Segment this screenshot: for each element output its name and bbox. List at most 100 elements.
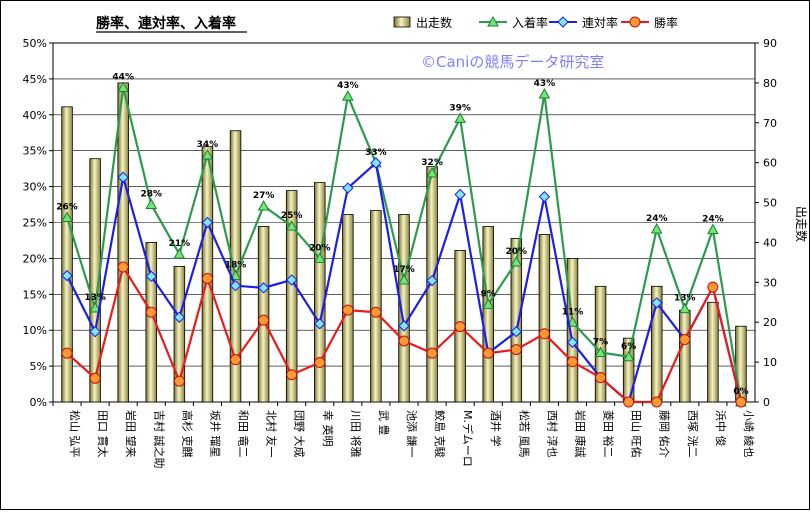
- diamond-marker: [398, 320, 410, 332]
- triangle-marker: [61, 211, 73, 222]
- triangle-marker: [89, 301, 101, 313]
- legend-label: 連対率: [582, 15, 618, 30]
- bar-2: [89, 158, 101, 403]
- bar-10: [314, 182, 326, 403]
- y-left-tick-label: 10%: [23, 324, 47, 337]
- x-tick-label: 池添 謙一: [405, 410, 419, 458]
- legend-circle: [629, 16, 641, 28]
- y-left-tick-label: 15%: [23, 288, 47, 301]
- bar-20: [594, 285, 607, 403]
- bar-16: [482, 226, 494, 403]
- circle-marker: [623, 396, 635, 408]
- diamond-marker: [173, 311, 186, 323]
- circle-marker: [117, 261, 129, 273]
- bar-7: [229, 130, 242, 403]
- circle-marker: [145, 306, 157, 318]
- data-label-13: 17%: [393, 265, 415, 275]
- y-right-axis-label: 出走数: [794, 206, 809, 242]
- circle-marker: [426, 347, 438, 359]
- data-labels: 26% 13% 44% 28% 21% 34% 18% 27% 25% 20% 43% 33% 17% 3…: [56, 73, 748, 397]
- triangle-marker: [313, 252, 326, 263]
- circle-marker: [595, 372, 607, 384]
- data-label-1: 26%: [56, 202, 78, 212]
- circle-marker: [201, 273, 213, 285]
- bar-13: [398, 214, 410, 403]
- data-label-15: 39%: [449, 103, 471, 113]
- triangle-marker: [538, 87, 551, 99]
- data-label-2: 13%: [84, 293, 106, 303]
- x-tick-label: 武 豊: [377, 410, 390, 436]
- bar-8: [257, 226, 270, 403]
- circle-marker: [707, 281, 719, 293]
- triangle-marker: [482, 298, 495, 309]
- triangle-marker: [707, 223, 719, 235]
- axes: 0% 5% 10% 15% 20% 25% 30% 35% 40% 45% 50% 0 10 20 30 40…: [23, 37, 777, 469]
- circle-marker: [538, 328, 550, 340]
- diamond-marker: [145, 270, 157, 283]
- circle-marker: [258, 314, 270, 326]
- legend-label: 出走数: [416, 15, 452, 30]
- triangle-marker: [341, 90, 354, 101]
- x-tick-label: 菱田 裕二: [602, 410, 615, 458]
- x-tick-label: 松山 弘平: [68, 410, 82, 458]
- y-left-tick-label: 50%: [23, 37, 47, 50]
- circle-marker: [173, 375, 185, 387]
- x-tick-label: M.デムーロ: [461, 410, 475, 467]
- circle-marker: [61, 347, 73, 359]
- chart-title: 勝率、連対率、入着率: [96, 15, 236, 32]
- data-label-21: 6%: [621, 342, 636, 352]
- circle-marker: [230, 354, 242, 366]
- watermark: ©Caniの競馬データ研究室: [421, 53, 604, 71]
- triangle-marker: [594, 346, 607, 357]
- data-label-10: 20%: [309, 243, 331, 253]
- circle-marker: [398, 335, 410, 347]
- circle-marker: [370, 306, 382, 318]
- triangle-marker: [678, 302, 691, 314]
- line-series: [61, 81, 747, 408]
- bar-24: [707, 301, 719, 403]
- x-tick-label: 浜中 俊: [714, 410, 728, 447]
- diamond-marker: [651, 297, 663, 309]
- diamond-marker: [566, 336, 579, 349]
- circle-marker: [342, 304, 354, 316]
- x-tick-label: 田口 貫太: [96, 410, 109, 458]
- diamond-marker: [285, 274, 298, 286]
- diamond-marker: [89, 325, 101, 338]
- circle-marker: [735, 396, 747, 408]
- diamond-marker: [342, 182, 354, 194]
- y-right-tick-label: 20: [763, 316, 777, 329]
- diamond-marker: [229, 279, 242, 292]
- triangle-marker: [650, 222, 663, 234]
- triangle-marker: [285, 220, 298, 231]
- circle-marker: [286, 369, 298, 381]
- triangle-marker: [426, 166, 438, 178]
- circle-marker: [510, 344, 522, 356]
- legend-label: 勝率: [654, 15, 678, 30]
- circle-marker: [454, 321, 466, 333]
- diamond-marker: [201, 216, 214, 229]
- x-tick-label: 団野 大成: [293, 410, 307, 458]
- y-right-tick-label: 10: [763, 356, 777, 369]
- x-tick-label: 川田 将雅: [349, 410, 363, 458]
- circle-marker: [566, 356, 578, 368]
- triangle-marker: [117, 81, 130, 93]
- y-left-tick-label: 25%: [23, 217, 47, 230]
- y-right-tick-label: 90: [763, 37, 777, 50]
- data-label-17: 20%: [506, 247, 528, 257]
- data-label-22: 24%: [646, 214, 668, 224]
- x-tick-label: 北村 友一: [265, 410, 279, 458]
- triangle-marker: [510, 255, 523, 267]
- bar-4: [145, 242, 158, 403]
- diamond-marker: [426, 274, 438, 287]
- y-right-tick-label: 40: [763, 236, 777, 249]
- data-label-19: 11%: [562, 307, 584, 317]
- x-tick-label: 酒井 学: [489, 410, 503, 447]
- diamond-marker: [538, 190, 551, 203]
- data-label-16: 9%: [481, 289, 496, 299]
- y-right-tick-label: 60: [763, 157, 777, 170]
- circle-marker: [651, 396, 663, 408]
- y-left-tick-label: 5%: [30, 360, 47, 373]
- y-left-tick-label: 30%: [23, 181, 47, 194]
- diamond-marker: [454, 188, 466, 201]
- x-tick-label: 坂井 瑠星: [208, 410, 222, 458]
